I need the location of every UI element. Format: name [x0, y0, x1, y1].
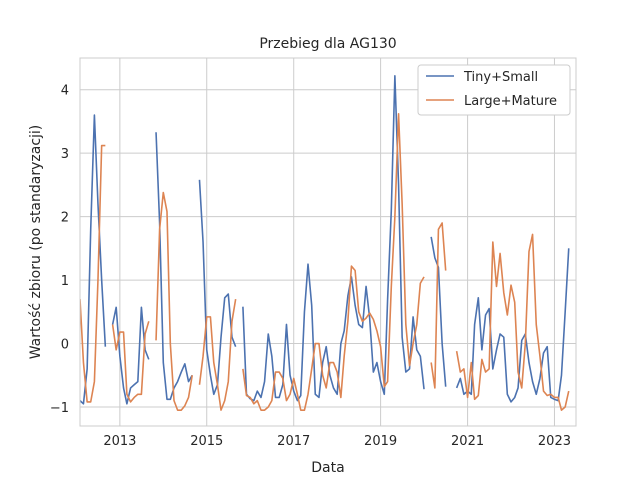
legend-box [417, 64, 571, 116]
plot-area-frame [79, 57, 577, 427]
y-tick-label: 1 [61, 274, 69, 289]
x-tick-label: 2021 [451, 434, 484, 449]
y-tick-label: 2 [61, 211, 69, 226]
x-tick-label: 2023 [538, 434, 571, 449]
y-tick-label: 0 [61, 338, 69, 353]
series-line-large-mature [80, 113, 570, 411]
legend-label-large-mature: Large+Mature [464, 94, 557, 109]
series-lines [80, 74, 570, 411]
x-tick-label: 2013 [103, 434, 136, 449]
y-axis-label: Wartość zbioru (po standaryzacji) [28, 125, 44, 360]
x-axis-label: Data [311, 460, 344, 476]
y-tick-label: 3 [61, 147, 69, 162]
x-tick-label: 2019 [364, 434, 397, 449]
y-tick-label: −1 [50, 401, 69, 416]
x-tick-label: 2017 [277, 434, 310, 449]
y-tick-label: 4 [61, 84, 69, 99]
tick-labels: 2013 2015 2017 2019 2021 2023 −1 0 1 2 3 4 [50, 84, 571, 449]
x-tick-label: 2015 [190, 434, 223, 449]
legend-label-tiny-small: Tiny+Small [463, 70, 538, 85]
chart-title: Przebieg dla AG130 [259, 36, 396, 52]
legend: Tiny+Small Large+Mature [417, 64, 571, 116]
